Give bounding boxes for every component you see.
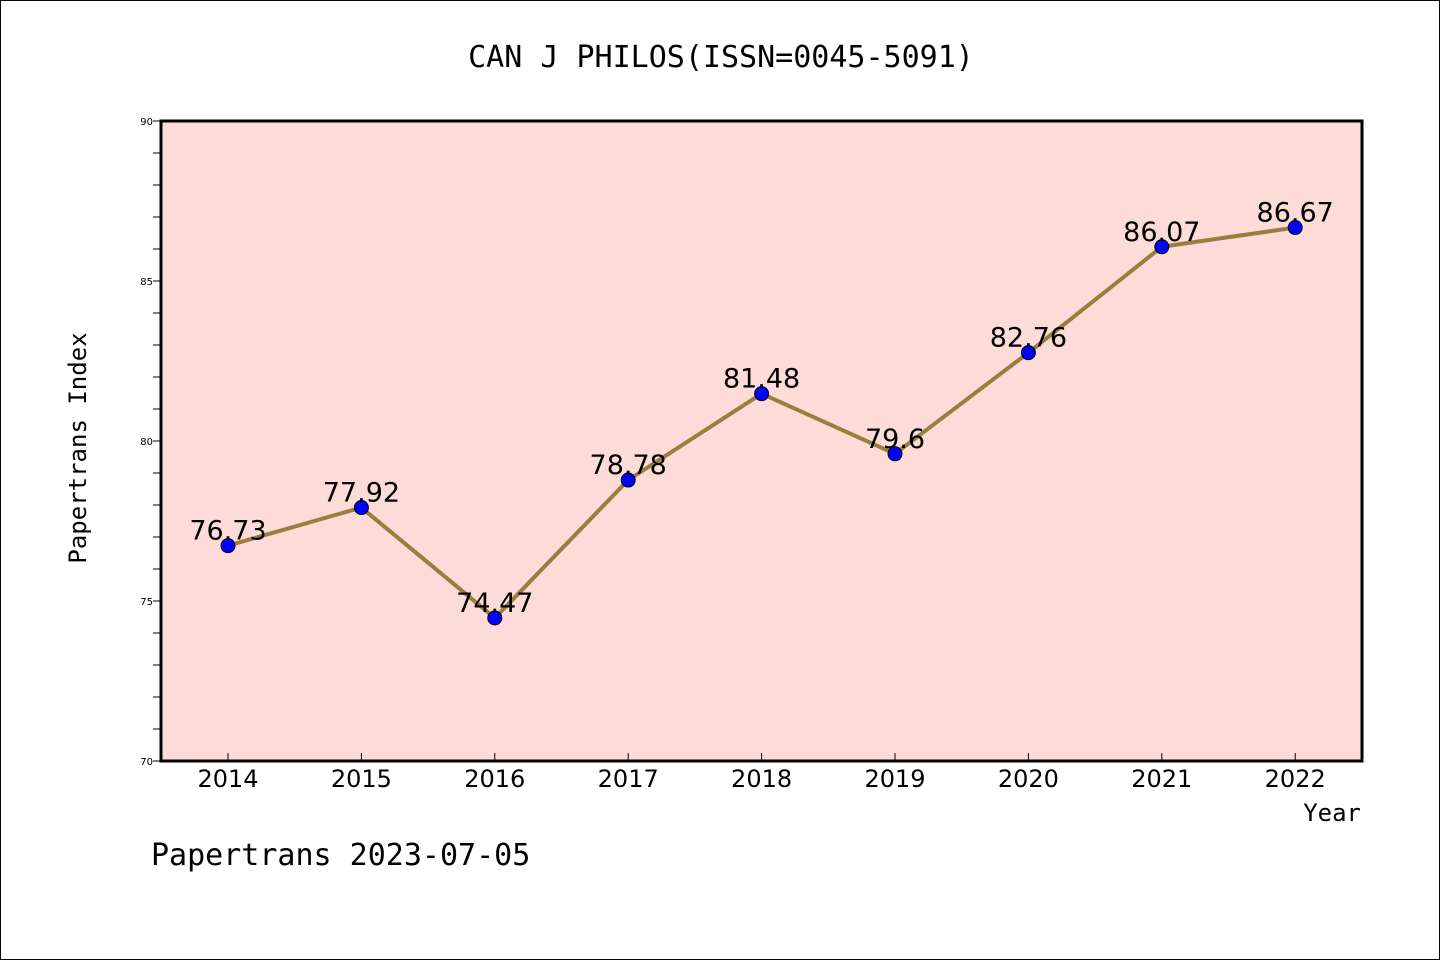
x-tick-label: 2022 bbox=[1265, 765, 1326, 793]
x-tick-label: 2019 bbox=[864, 765, 925, 793]
y-tick-label: 80 bbox=[140, 437, 153, 448]
data-point bbox=[487, 610, 503, 626]
data-label: 77.92 bbox=[323, 478, 400, 509]
data-label: 79.6 bbox=[865, 424, 925, 455]
chart-title: CAN J PHILOS(ISSN=0045-5091) bbox=[468, 40, 974, 75]
x-tick-labels: 2014 2015 2016 2017 2018 2019 2020 2021 2022 bbox=[197, 765, 1325, 793]
y-axis-label: Papertrans Index bbox=[64, 332, 92, 563]
data-point bbox=[1287, 220, 1303, 236]
data-markers bbox=[220, 220, 1303, 626]
data-label: 74.47 bbox=[456, 588, 533, 619]
x-tick-label: 2014 bbox=[197, 765, 258, 793]
y-tick-labels: 70 75 80 85 90 bbox=[140, 117, 153, 768]
footer-text: Papertrans 2023-07-05 bbox=[151, 838, 530, 873]
data-label: 86.67 bbox=[1257, 198, 1334, 229]
x-tick-label: 2020 bbox=[998, 765, 1059, 793]
x-tick-label: 2018 bbox=[731, 765, 792, 793]
x-tick-label: 2016 bbox=[464, 765, 525, 793]
data-point bbox=[620, 472, 636, 488]
y-tick-label: 75 bbox=[140, 597, 153, 608]
x-tick-label: 2015 bbox=[331, 765, 392, 793]
data-label: 76.73 bbox=[189, 516, 266, 547]
data-point bbox=[220, 538, 236, 554]
y-tick-label: 85 bbox=[140, 277, 153, 288]
plot-border bbox=[159, 119, 1364, 763]
x-axis-label: Year bbox=[1303, 799, 1361, 827]
y-tick-label: 90 bbox=[140, 117, 153, 128]
x-tick-label: 2017 bbox=[598, 765, 659, 793]
data-label: 86.07 bbox=[1123, 217, 1200, 248]
data-point bbox=[353, 500, 369, 516]
data-point bbox=[1020, 345, 1036, 361]
x-tick-label: 2021 bbox=[1131, 765, 1192, 793]
y-tick-label: 70 bbox=[140, 757, 153, 768]
data-label: 81.48 bbox=[723, 364, 800, 395]
data-point bbox=[754, 386, 770, 402]
data-point bbox=[1154, 239, 1170, 255]
data-label: 82.76 bbox=[990, 323, 1067, 354]
plot-area bbox=[161, 121, 1362, 761]
data-label: 78.78 bbox=[590, 450, 667, 481]
data-point bbox=[887, 446, 903, 462]
data-labels: 76.73 77.92 74.47 78.78 81.48 79.6 82.76 86.07 8… bbox=[189, 198, 1333, 619]
